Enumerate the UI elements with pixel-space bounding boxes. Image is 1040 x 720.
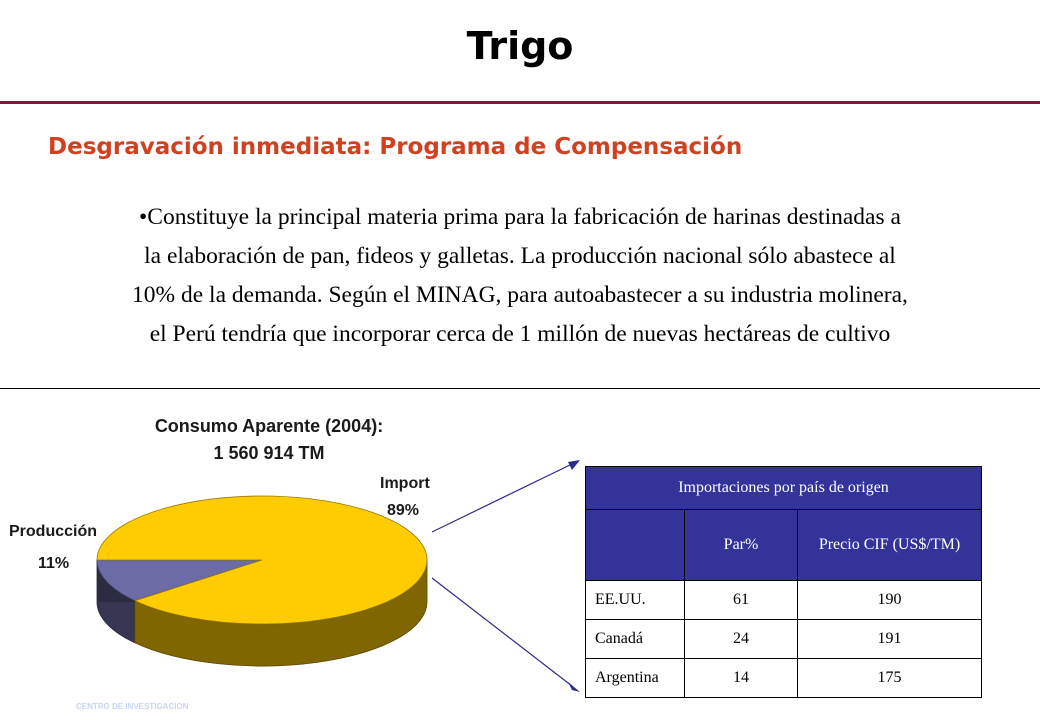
paragraph-line: la elaboración de pan, fideos y galletas… [144,243,896,269]
column-header-country [585,509,685,581]
table-row: Argentina 14 175 [585,658,982,698]
cell-price: 190 [797,580,982,620]
cell-price: 191 [797,619,982,659]
connector-arrowhead-bottom [568,682,580,692]
section-divider [0,388,1040,389]
pie-slice-produccion-top [96,559,263,602]
slice-value-import: 89% [387,502,420,519]
cell-price: 175 [797,658,982,698]
pie-chart-title-line: Consumo Aparente (2004): [154,416,384,436]
cell-country: EE.UU. [585,580,685,620]
pie-slice-import-top [96,495,428,625]
paragraph-line: el Perú tendría que incorporar cerca de … [149,321,891,347]
slice-label-produccion: Producción [9,523,98,540]
section-subtitle: Desgravación inmediata: Programa de Comp… [48,134,743,160]
title-divider [0,101,1040,104]
column-header-share: Par% [684,509,798,581]
connector-lines [431,460,580,692]
cell-country: Argentina [585,658,685,698]
connector-line-bottom [431,577,573,687]
imports-table: Importaciones por país de origen Par% Pr… [585,466,982,698]
connector-line-top [431,463,573,533]
slice-value-produccion: 11% [38,555,70,572]
cell-share: 61 [684,580,798,620]
column-header-price: Precio CIF (US$/TM) [797,509,982,581]
slice-label-import: Import [380,475,430,492]
pie-chart-subtitle: 1 560 914 TM [213,443,325,463]
table-row: EE.UU. 61 190 [585,580,982,620]
paragraph-line: •Constituye la principal materia prima p… [139,204,901,230]
imports-table-title: Importaciones por país de origen [585,466,982,510]
cell-share: 14 [684,658,798,698]
table-row: Canadá 24 191 [585,619,982,659]
cell-share: 24 [684,619,798,659]
page-title: Trigo [466,24,574,68]
cell-country: Canadá [585,619,685,659]
body-paragraph: •Constituye la principal materia prima p… [16,198,1024,354]
watermark-text: CENTRO DE INVESTIGACION [76,702,189,711]
pie-chart-title: Consumo Aparente (2004): 1 560 914 TM [104,413,434,467]
paragraph-line: 10% de la demanda. Según el MINAG, para … [132,282,908,308]
connector-arrowhead-top [568,460,580,470]
